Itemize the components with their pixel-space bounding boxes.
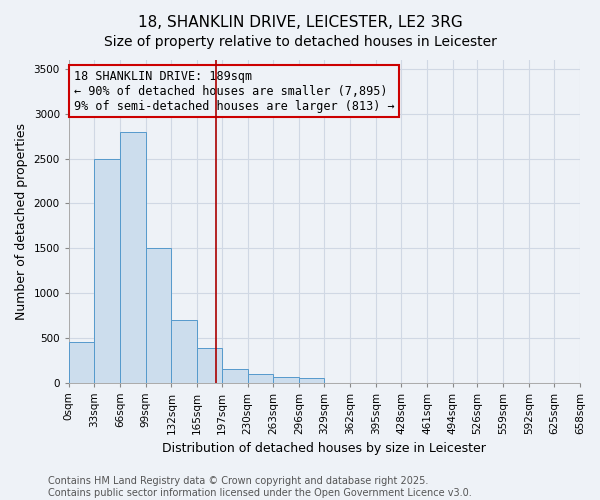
X-axis label: Distribution of detached houses by size in Leicester: Distribution of detached houses by size … <box>163 442 487 455</box>
Y-axis label: Number of detached properties: Number of detached properties <box>15 123 28 320</box>
Text: Size of property relative to detached houses in Leicester: Size of property relative to detached ho… <box>104 35 496 49</box>
Text: Contains HM Land Registry data © Crown copyright and database right 2025.
Contai: Contains HM Land Registry data © Crown c… <box>48 476 472 498</box>
Bar <box>273 377 299 382</box>
Bar <box>222 369 248 382</box>
Bar <box>197 348 222 382</box>
Text: 18, SHANKLIN DRIVE, LEICESTER, LE2 3RG: 18, SHANKLIN DRIVE, LEICESTER, LE2 3RG <box>137 15 463 30</box>
Bar <box>299 378 325 382</box>
Bar <box>120 132 146 382</box>
Text: 18 SHANKLIN DRIVE: 189sqm
← 90% of detached houses are smaller (7,895)
9% of sem: 18 SHANKLIN DRIVE: 189sqm ← 90% of detac… <box>74 70 395 112</box>
Bar <box>69 342 94 382</box>
Bar <box>172 320 197 382</box>
Bar <box>94 158 120 382</box>
Bar <box>146 248 172 382</box>
Bar <box>248 374 273 382</box>
